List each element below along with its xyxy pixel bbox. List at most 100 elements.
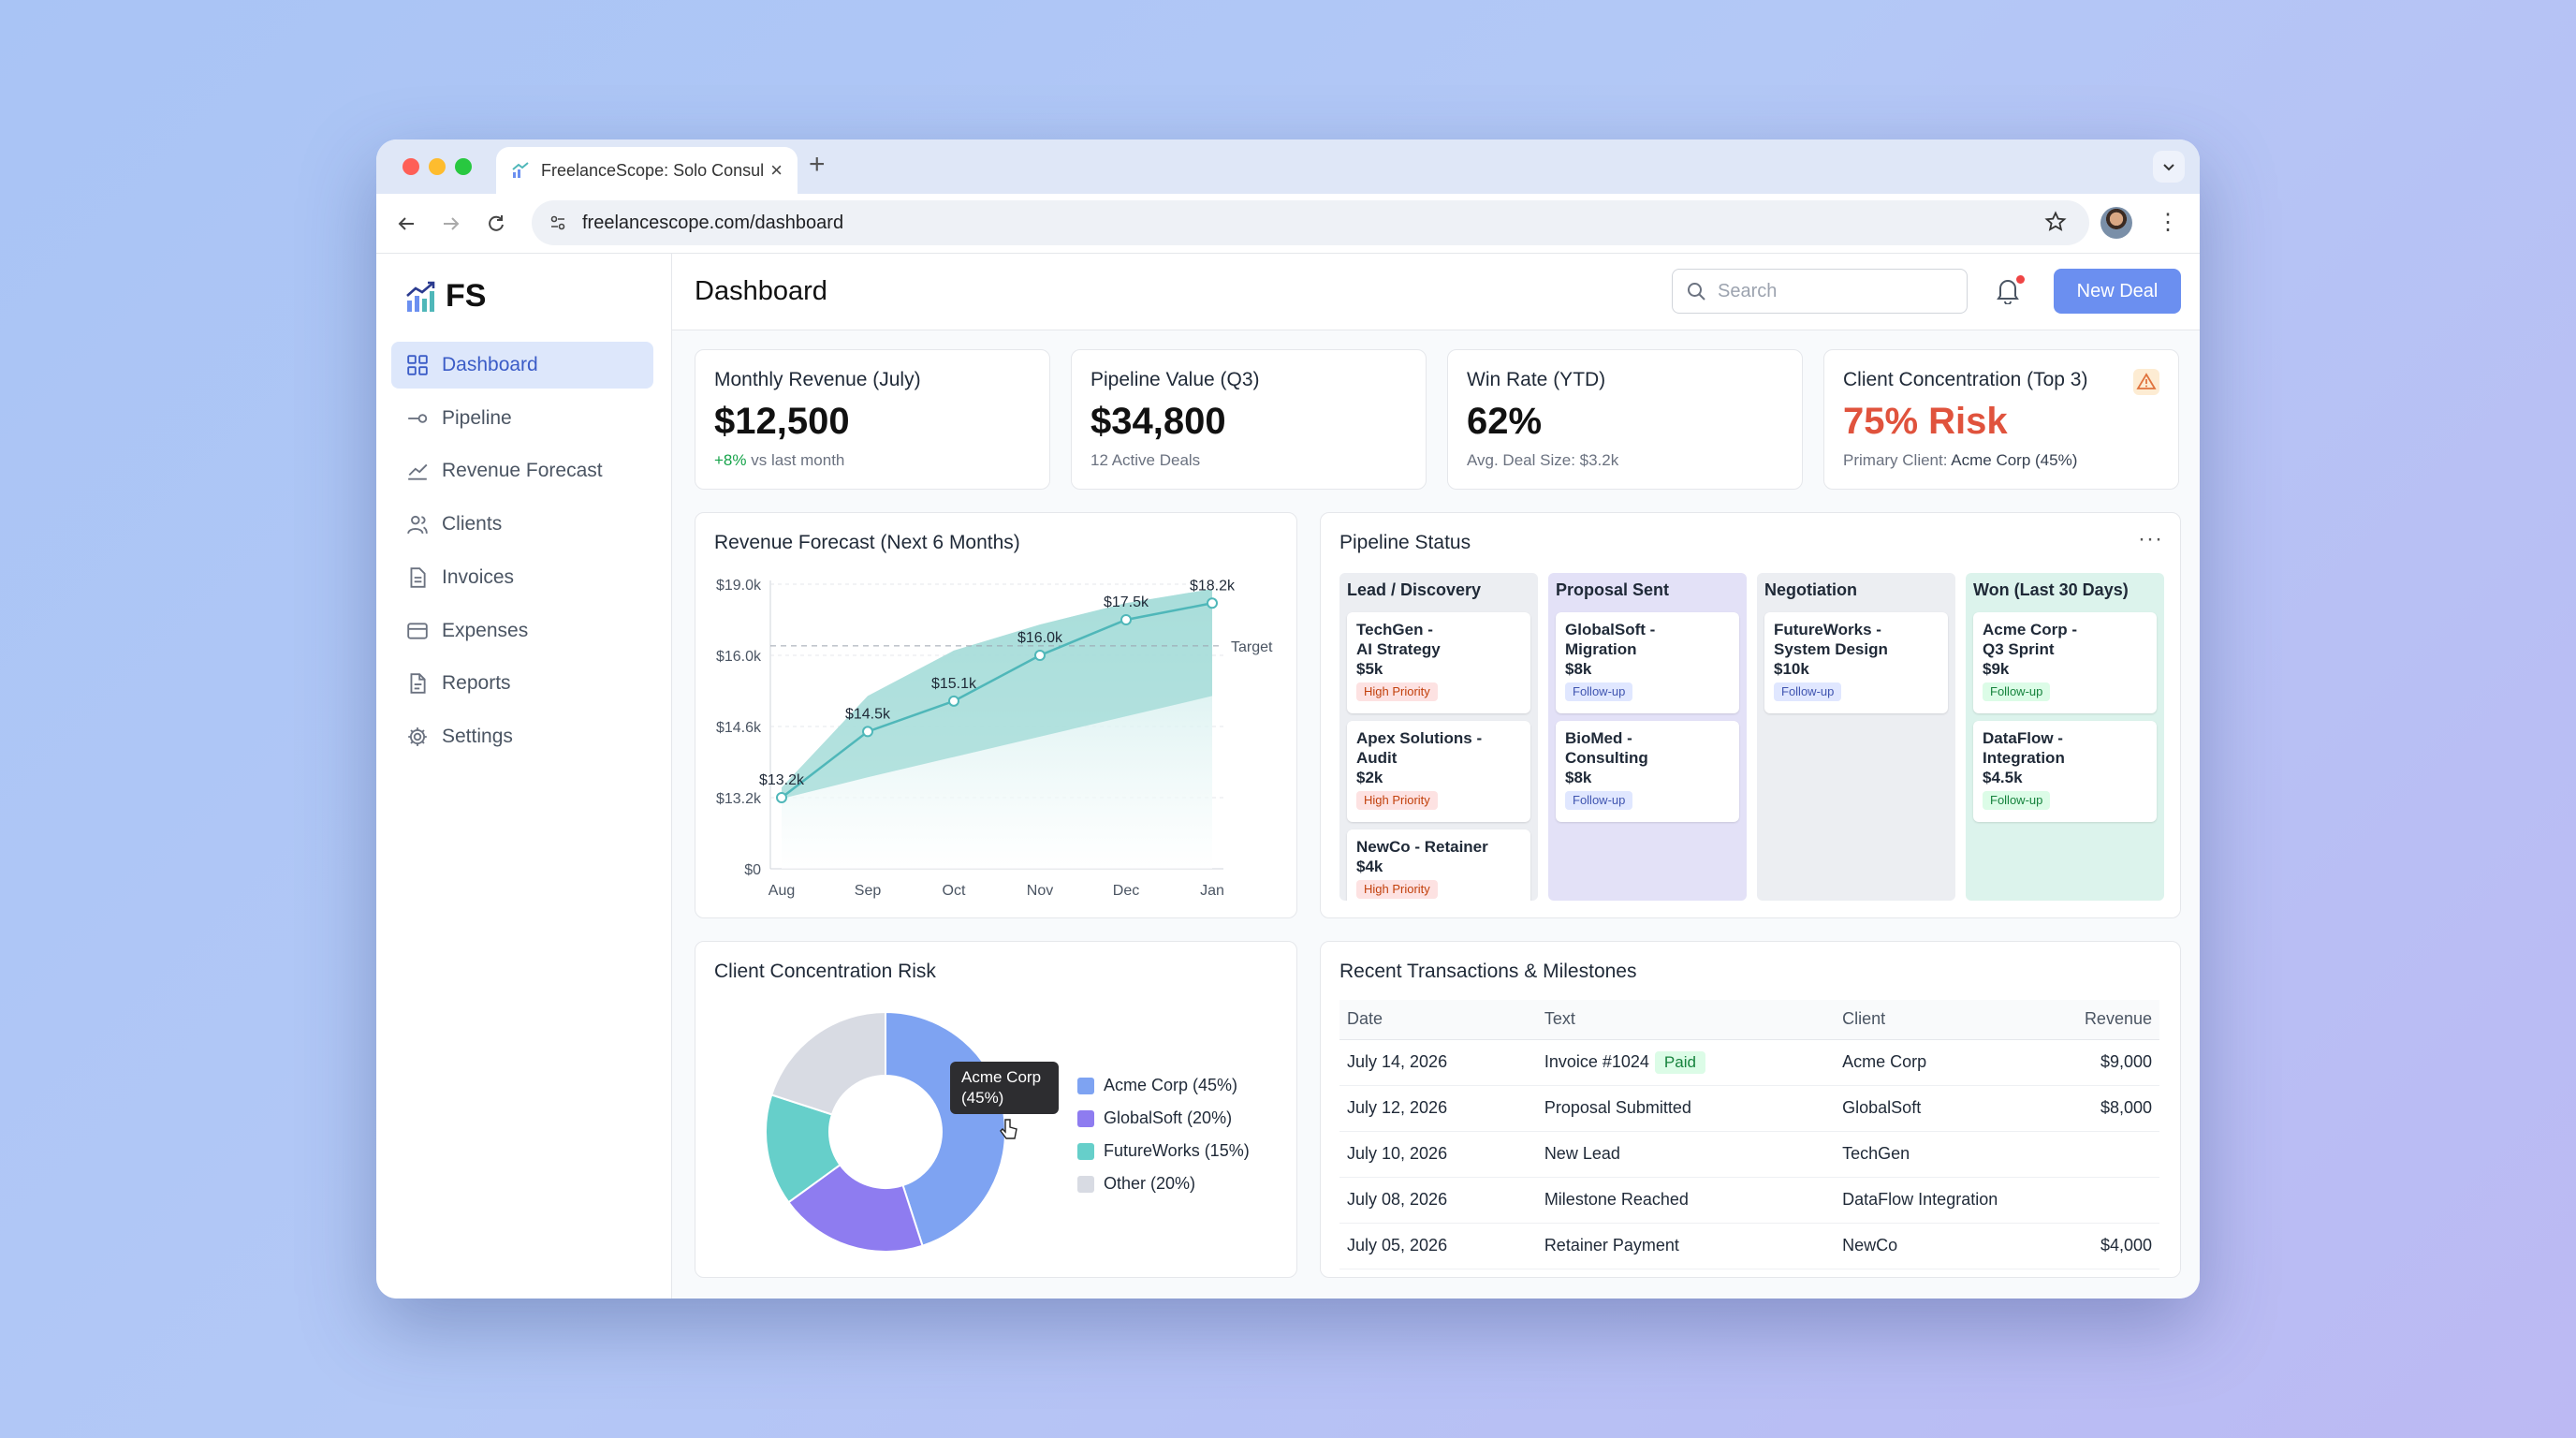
reload-button[interactable] (479, 207, 513, 241)
deal-amount: $2k (1356, 769, 1383, 786)
kpi-card-pipeline-value[interactable]: Pipeline Value (Q3) $34,800 12 Active De… (1071, 349, 1427, 490)
trend-icon (408, 464, 428, 481)
users-icon (407, 515, 428, 535)
close-window-button[interactable] (402, 158, 419, 175)
kpi-primary-client: Acme Corp (45%) (1951, 451, 2078, 469)
data-point[interactable] (1120, 614, 1132, 625)
bookmark-star-icon[interactable] (2044, 211, 2067, 233)
deal-card[interactable]: BioMed - Consulting $8k Follow-up (1556, 721, 1739, 822)
cell-date: July 14, 2026 (1339, 1039, 1537, 1086)
table-row[interactable]: July 08, 2026 Milestone Reached DataFlow I… (1339, 1177, 2159, 1224)
more-options-icon[interactable]: ··· (2138, 526, 2163, 551)
maximize-window-button[interactable] (455, 158, 472, 175)
site-settings-icon[interactable] (549, 213, 567, 232)
y-tick-label: $16.0k (716, 649, 762, 665)
deal-name: DataFlow - Integration (1983, 729, 2065, 767)
new-tab-button[interactable]: + (809, 149, 826, 180)
deal-name: TechGen - AI Strategy (1356, 621, 1441, 658)
deal-card[interactable]: NewCo - Retainer $4k High Priority (1347, 829, 1530, 901)
kpi-change-label: vs last month (751, 451, 845, 469)
deal-card[interactable]: Acme Corp - Q3 Sprint $9k Follow-up (1973, 612, 2157, 713)
deal-tag: Follow-up (1983, 791, 2051, 810)
data-point[interactable] (948, 695, 959, 707)
deal-card[interactable]: GlobalSoft - Migration $8k Follow-up (1556, 612, 1739, 713)
column-header[interactable]: Date (1339, 1000, 1537, 1040)
card-title: Client Concentration Risk (714, 961, 936, 982)
data-point[interactable] (1034, 650, 1046, 661)
sidebar-item-reports[interactable]: Reports (391, 660, 653, 707)
app-logo[interactable]: FS (404, 278, 486, 315)
close-tab-icon[interactable]: × (770, 158, 783, 182)
data-point[interactable] (1207, 597, 1218, 609)
minimize-window-button[interactable] (429, 158, 446, 175)
kpi-subtext: Avg. Deal Size: $3.2k (1467, 451, 1619, 469)
cell-text: Retainer Payment (1536, 1223, 1836, 1269)
kpi-card-client-concentration[interactable]: Client Concentration (Top 3) 75% Risk Pr… (1823, 349, 2179, 490)
deal-name: NewCo - Retainer (1356, 838, 1488, 856)
back-button[interactable] (389, 207, 423, 241)
profile-avatar[interactable] (2100, 207, 2132, 239)
kpi-label: Win Rate (YTD) (1467, 369, 1606, 390)
notification-bell-icon[interactable] (1996, 276, 2020, 304)
sidebar-item-invoices[interactable]: Invoices (391, 554, 653, 601)
kpi-value: 75% Risk (1843, 401, 2008, 442)
card-title: Revenue Forecast (Next 6 Months) (714, 532, 1020, 553)
legend-item: Acme Corp (45%) (1077, 1069, 1250, 1102)
cell-text: New Lead (1536, 1131, 1836, 1178)
deal-tag: High Priority (1356, 880, 1438, 899)
data-label: $16.0k (1017, 630, 1063, 646)
tooltip-text: Acme Corp (45%) (961, 1068, 1042, 1107)
search-input[interactable]: Search (1672, 269, 1968, 314)
x-tick-label: Oct (943, 883, 966, 899)
table-row[interactable]: July 12, 2026 Proposal Submitted GlobalSof… (1339, 1085, 2159, 1132)
table-row[interactable]: July 05, 2026 Retainer Payment NewCo $4,000 (1339, 1223, 2159, 1269)
card-icon (407, 622, 428, 639)
column-title: Lead / Discovery (1347, 580, 1482, 599)
x-tick-label: Jan (1200, 883, 1224, 899)
deal-amount: $9k (1983, 660, 2010, 678)
data-point[interactable] (776, 792, 787, 803)
sidebar-item-pipeline[interactable]: Pipeline (391, 395, 653, 442)
tab-search-button[interactable] (2153, 151, 2185, 183)
donut-slice-globalsoft[interactable] (787, 1163, 924, 1253)
deal-card[interactable]: Apex Solutions - Audit $2k High Priority (1347, 721, 1530, 822)
y-tick-label: $14.6k (716, 720, 762, 736)
donut-slice-other[interactable] (770, 1010, 886, 1116)
table-row[interactable]: July 10, 2026 New Lead TechGen (1339, 1131, 2159, 1178)
table-row[interactable]: July 14, 2026 Invoice #1024 Paid Acme Corp $… (1339, 1039, 2159, 1086)
data-label: $15.1k (931, 676, 977, 692)
kpi-card-win-rate[interactable]: Win Rate (YTD) 62% Avg. Deal Size: $3.2k (1447, 349, 1803, 490)
sidebar-item-label: Pipeline (442, 406, 512, 429)
transaction-text: Retainer Payment (1544, 1236, 1679, 1255)
cell-date: July 10, 2026 (1339, 1131, 1537, 1178)
deal-card[interactable]: FutureWorks - System Design $10k Follow-up (1764, 612, 1948, 713)
sidebar-item-expenses[interactable]: Expenses (391, 608, 653, 654)
cell-client: Acme Corp (1835, 1039, 2077, 1086)
data-point[interactable] (862, 726, 873, 738)
cell-client: GlobalSoft (1835, 1085, 2077, 1132)
client-concentration-card: Client Concentration Risk Acme Corp (45%… (695, 941, 1297, 1278)
sidebar-item-dashboard[interactable]: Dashboard (391, 342, 653, 389)
sidebar-item-label: Clients (442, 513, 503, 536)
deal-card[interactable]: DataFlow - Integration $4.5k Follow-up (1973, 721, 2157, 822)
transaction-text: Milestone Reached (1544, 1190, 1689, 1209)
column-header[interactable]: Client (1835, 1000, 2077, 1040)
new-deal-button[interactable]: New Deal (2054, 269, 2181, 314)
browser-window: FreelanceScope: Solo Consul × + freelanc… (376, 139, 2200, 1299)
sidebar-item-revenue-forecast[interactable]: Revenue Forecast (391, 448, 653, 494)
deal-amount: $4k (1356, 858, 1383, 875)
cell-date: July 12, 2026 (1339, 1085, 1537, 1132)
kpi-card-monthly-revenue[interactable]: Monthly Revenue (July) $12,500 +8% vs la… (695, 349, 1050, 490)
browser-tab[interactable]: FreelanceScope: Solo Consul × (496, 147, 798, 194)
browser-menu-icon[interactable]: ⋮ (2157, 210, 2179, 235)
sidebar-item-settings[interactable]: Settings (391, 713, 653, 760)
deal-amount: $10k (1774, 660, 1809, 678)
deal-card[interactable]: TechGen - AI Strategy $5k High Priority (1347, 612, 1530, 713)
column-header[interactable]: Revenue (2076, 1000, 2159, 1040)
deal-name: Acme Corp - Q3 Sprint (1983, 621, 2078, 658)
forward-button[interactable] (434, 207, 468, 241)
sidebar-item-clients[interactable]: Clients (391, 501, 653, 548)
sidebar-item-label: Revenue Forecast (442, 460, 603, 482)
address-bar[interactable]: freelancescope.com/dashboard (532, 200, 2089, 245)
column-header[interactable]: Text (1536, 1000, 1836, 1040)
